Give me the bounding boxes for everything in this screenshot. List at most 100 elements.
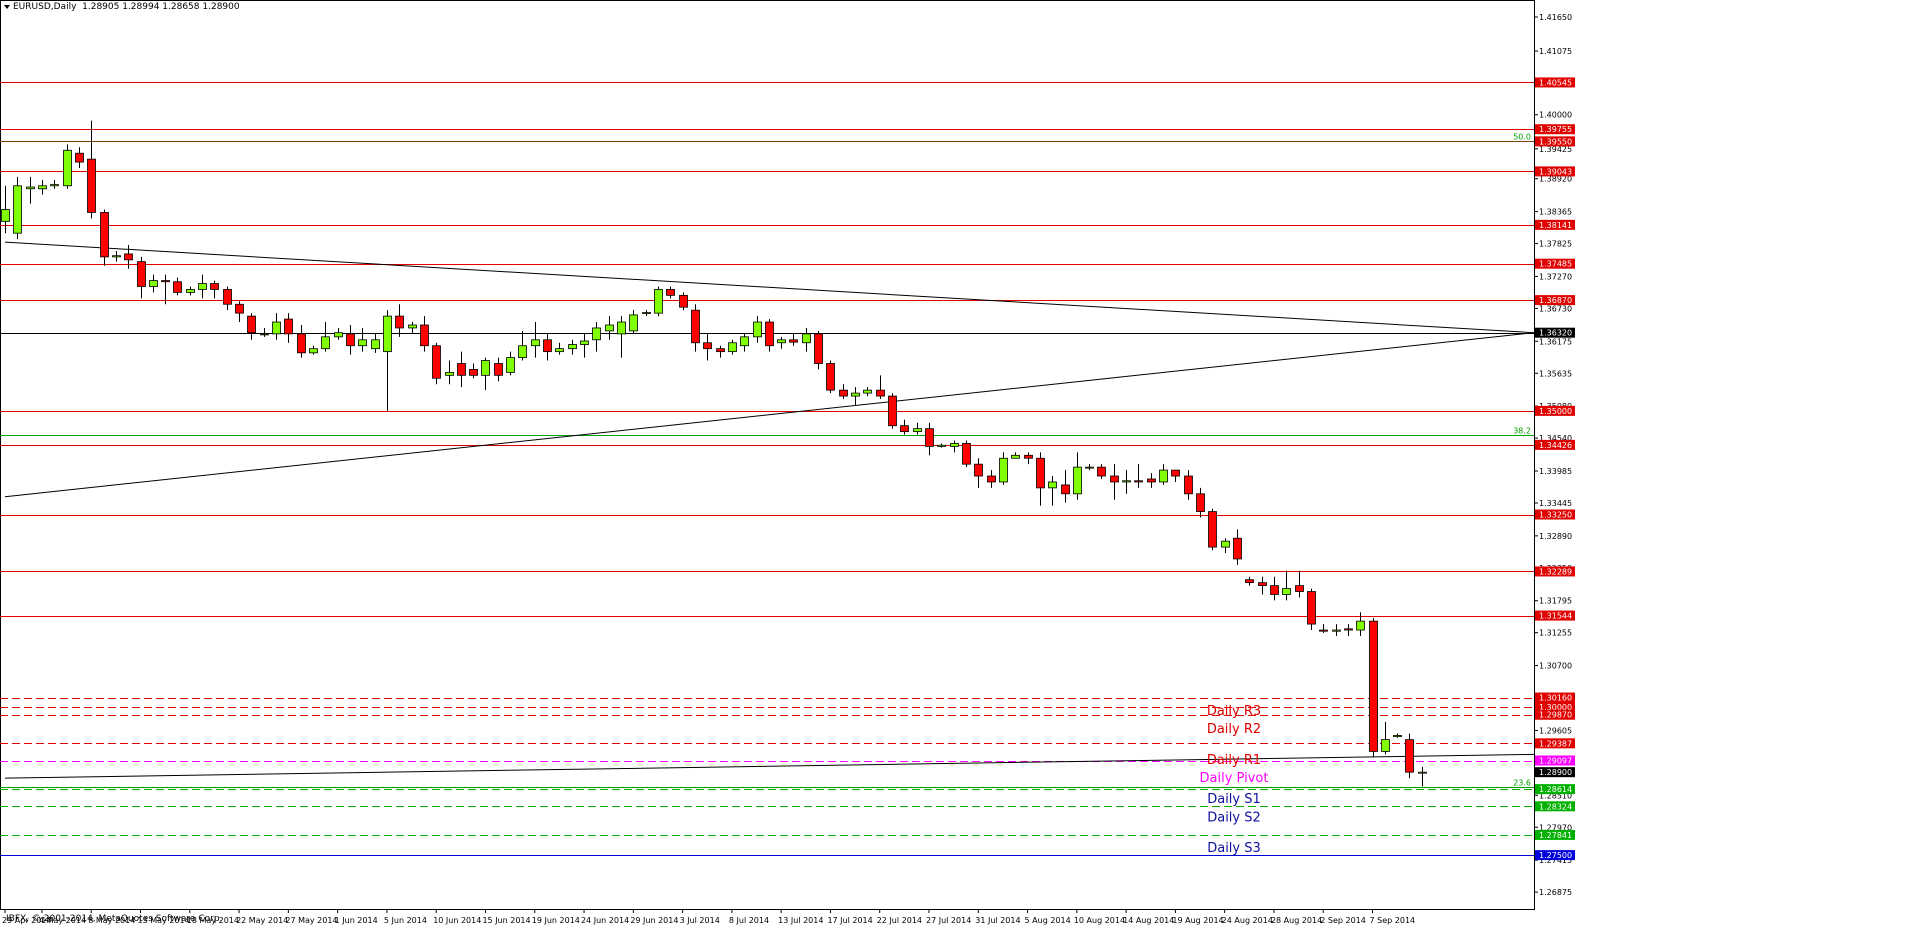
svg-text:1.39550: 1.39550 bbox=[1539, 137, 1572, 146]
candle-60 bbox=[740, 333, 749, 352]
candle-81 bbox=[999, 452, 1008, 485]
candle-40 bbox=[494, 357, 503, 382]
x-tick-0: 29 Apr 2014 bbox=[2, 916, 51, 925]
candle-93 bbox=[1147, 473, 1156, 488]
candle-82 bbox=[1011, 452, 1020, 459]
candle-43 bbox=[531, 322, 540, 358]
y-tick-26: 1.26875 bbox=[1539, 888, 1572, 897]
price-tag-22: 1.27500 bbox=[1535, 850, 1575, 861]
candle-88 bbox=[1085, 464, 1094, 471]
x-tick-17: 17 Jul 2014 bbox=[827, 916, 872, 925]
x-tick-20: 31 Jul 2014 bbox=[975, 916, 1020, 925]
y-tick-23: 1.28510 bbox=[1539, 791, 1572, 800]
svg-text:1.30000: 1.30000 bbox=[1539, 703, 1572, 712]
x-tick-27: 2 Sep 2014 bbox=[1320, 916, 1366, 925]
candle-12 bbox=[149, 274, 158, 293]
svg-text:1.40545: 1.40545 bbox=[1539, 78, 1572, 87]
candle-79 bbox=[974, 458, 983, 488]
candle-54 bbox=[666, 286, 675, 299]
candle-18 bbox=[223, 286, 232, 311]
pivot-label-0: Daily R3 bbox=[1207, 704, 1261, 719]
candle-84 bbox=[1036, 452, 1045, 506]
svg-text:1.29387: 1.29387 bbox=[1539, 739, 1572, 748]
fib-label-2: 23.6 bbox=[1513, 779, 1531, 788]
trend-lines bbox=[4, 241, 1535, 779]
chart-header: EURUSD,Daily 1.28905 1.28994 1.28658 1.2… bbox=[4, 2, 240, 12]
candle-41 bbox=[506, 351, 515, 376]
price-axis: 1.41650 1.41075 1.40000 1.39425 1.38920 1.383… bbox=[1534, 13, 1575, 897]
price-tag-8: 1.35000 bbox=[1535, 405, 1575, 416]
candle-13 bbox=[161, 274, 170, 305]
svg-text:1.29870: 1.29870 bbox=[1539, 711, 1572, 720]
svg-text:1.27841: 1.27841 bbox=[1539, 831, 1572, 840]
svg-text:1.33250: 1.33250 bbox=[1539, 511, 1572, 520]
candle-94 bbox=[1159, 464, 1168, 485]
candle-91 bbox=[1122, 470, 1131, 494]
pivot-label-6: Daily S3 bbox=[1207, 841, 1261, 856]
candle-30 bbox=[371, 333, 380, 353]
candle-78 bbox=[962, 440, 971, 468]
candle-71 bbox=[876, 375, 885, 400]
candle-16 bbox=[198, 274, 207, 299]
fib-labels: 50.0 38.2 23.6 bbox=[1513, 133, 1531, 788]
candle-20 bbox=[247, 313, 256, 340]
x-tick-26: 28 Aug 2014 bbox=[1271, 916, 1322, 925]
candle-32 bbox=[395, 304, 404, 337]
candle-104 bbox=[1282, 570, 1291, 601]
candle-113 bbox=[1393, 733, 1402, 738]
candle-97 bbox=[1196, 487, 1205, 518]
svg-text:1.27500: 1.27500 bbox=[1539, 851, 1572, 860]
price-tag-5: 1.37485 bbox=[1535, 258, 1575, 269]
candle-65 bbox=[802, 327, 811, 352]
price-tag-1: 1.39755 bbox=[1535, 124, 1575, 134]
x-tick-22: 10 Aug 2014 bbox=[1074, 916, 1125, 925]
y-tick-15: 1.32890 bbox=[1539, 532, 1572, 541]
candle-15 bbox=[186, 286, 195, 296]
candle-42 bbox=[518, 330, 527, 361]
candle-89 bbox=[1097, 464, 1106, 479]
price-tag-4: 1.38141 bbox=[1535, 219, 1575, 230]
candle-111 bbox=[1369, 618, 1378, 758]
candle-76 bbox=[937, 443, 946, 448]
candle-0 bbox=[1, 185, 10, 234]
candle-1 bbox=[13, 176, 22, 240]
candle-77 bbox=[950, 440, 959, 453]
candle-25 bbox=[309, 345, 318, 355]
x-tick-24: 19 Aug 2014 bbox=[1172, 916, 1223, 925]
y-tick-24: 1.27970 bbox=[1539, 823, 1572, 832]
candle-87 bbox=[1073, 452, 1082, 500]
candle-72 bbox=[888, 393, 897, 429]
candle-34 bbox=[420, 316, 429, 352]
dropdown-triangle-icon[interactable] bbox=[4, 4, 10, 9]
svg-text:1.28614: 1.28614 bbox=[1539, 785, 1572, 794]
x-tick-2: 8 May 2014 bbox=[88, 916, 135, 925]
price-tag-17: 1.29097 bbox=[1535, 755, 1575, 766]
candle-55 bbox=[679, 292, 688, 311]
candle-7 bbox=[87, 120, 96, 219]
copyright-text: IBFX, © 2001-2014, MetaQuotes Software C… bbox=[6, 914, 223, 924]
y-tick-1: 1.41075 bbox=[1539, 47, 1572, 56]
pivot-label-3: Daily Pivot bbox=[1200, 771, 1269, 786]
candle-56 bbox=[691, 304, 700, 352]
x-tick-11: 19 Jun 2014 bbox=[532, 916, 580, 925]
y-tick-7: 1.37270 bbox=[1539, 272, 1572, 281]
x-tick-5: 22 May 2014 bbox=[236, 916, 288, 925]
candle-74 bbox=[913, 422, 922, 435]
candle-67 bbox=[826, 360, 835, 394]
symbol-label: EURUSD,Daily bbox=[13, 2, 77, 12]
price-tag-11: 1.32289 bbox=[1535, 566, 1575, 577]
candle-58 bbox=[716, 345, 725, 358]
price-tag-3: 1.39043 bbox=[1535, 166, 1575, 177]
fib-label-0: 50.0 bbox=[1513, 133, 1531, 142]
price-tag-14: 1.30000 bbox=[1535, 702, 1575, 713]
trend-line-2 bbox=[4, 753, 1535, 779]
candle-4 bbox=[50, 179, 59, 189]
candle-6 bbox=[75, 147, 84, 169]
y-tick-2: 1.40000 bbox=[1539, 111, 1572, 120]
candle-17 bbox=[210, 280, 219, 299]
candle-49 bbox=[605, 316, 614, 340]
candle-10 bbox=[124, 245, 133, 269]
candle-53 bbox=[654, 286, 663, 317]
svg-text:1.29097: 1.29097 bbox=[1539, 757, 1572, 766]
